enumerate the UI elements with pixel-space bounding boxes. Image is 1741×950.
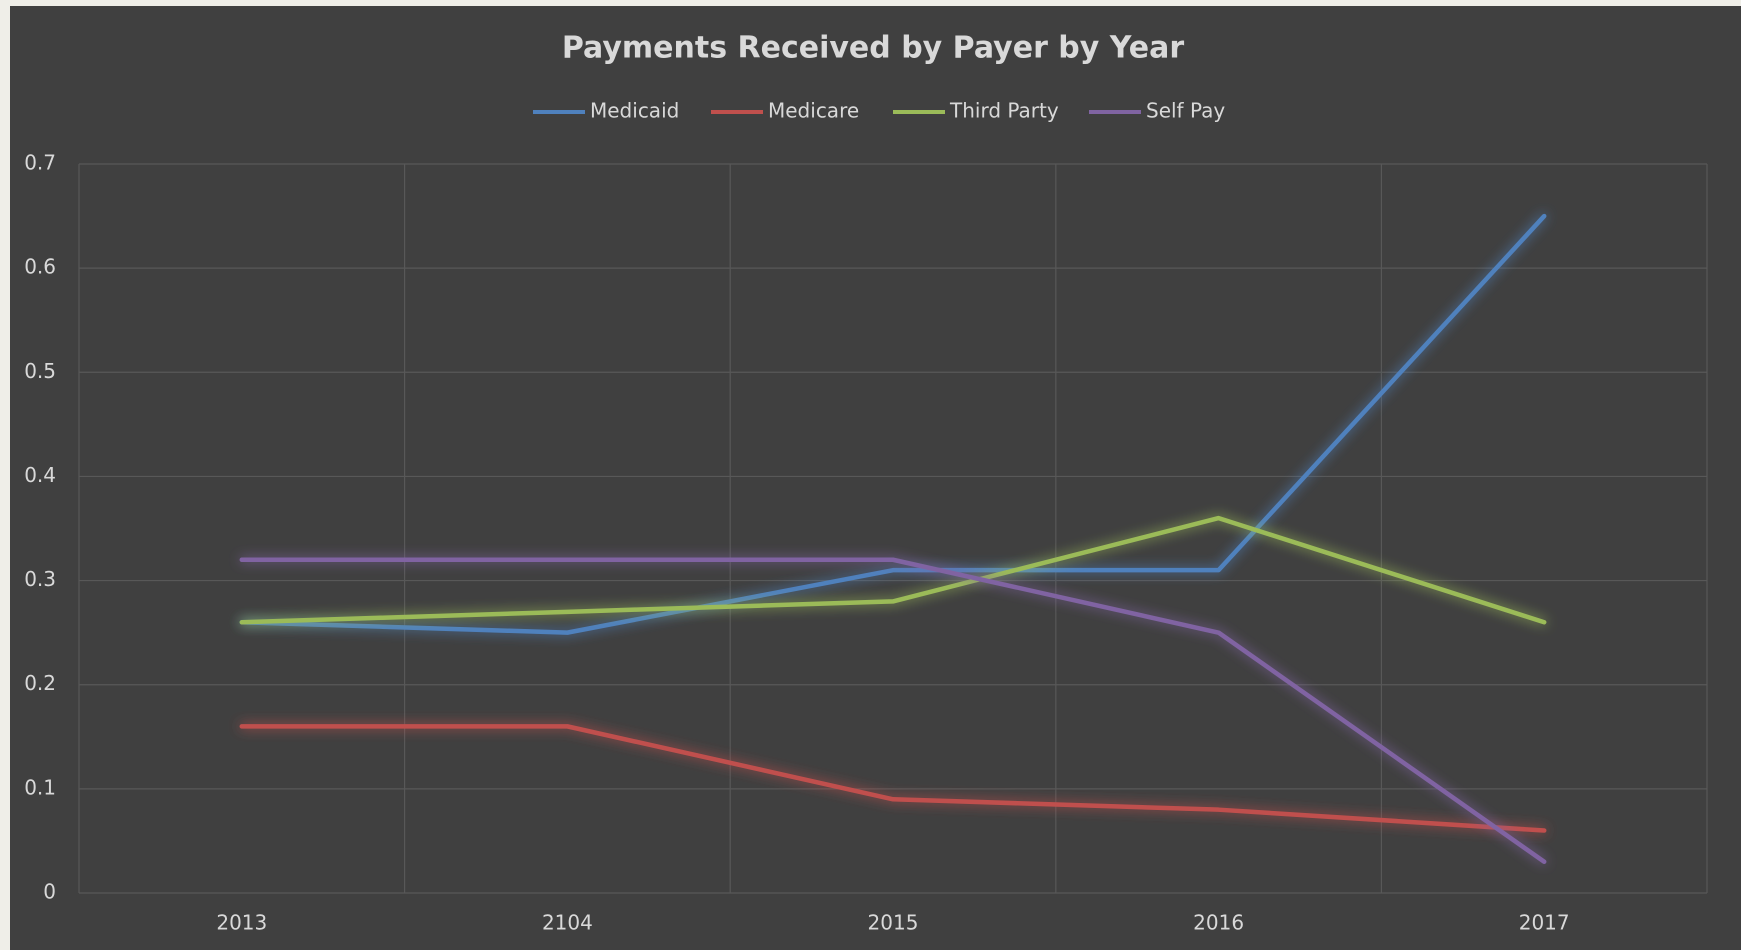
series-line (239, 213, 1547, 635)
series-line (239, 724, 1547, 833)
x-tick-label: 2015 (868, 911, 919, 935)
y-tick-label: 0.5 (24, 359, 56, 383)
chart-background (10, 6, 1741, 950)
legend-label: Self Pay (1146, 99, 1225, 123)
x-tick-label: 2013 (216, 911, 267, 935)
y-tick-label: 0.4 (24, 463, 56, 487)
x-tick-label: 2017 (1519, 911, 1570, 935)
series-line (239, 515, 1547, 625)
y-tick-label: 0.7 (24, 151, 56, 175)
chart-title: Payments Received by Payer by Year (562, 31, 1185, 66)
x-tick-label: 2104 (542, 911, 593, 935)
series-line (239, 557, 1547, 865)
y-tick-label: 0 (43, 880, 56, 904)
legend-label: Third Party (949, 99, 1059, 123)
y-tick-label: 0.1 (24, 775, 56, 799)
y-tick-label: 0.3 (24, 567, 56, 591)
y-tick-label: 0.2 (24, 671, 56, 695)
legend-label: Medicare (768, 99, 859, 123)
x-tick-label: 2016 (1193, 911, 1244, 935)
y-tick-label: 0.6 (24, 255, 56, 279)
legend-label: Medicaid (590, 99, 679, 123)
